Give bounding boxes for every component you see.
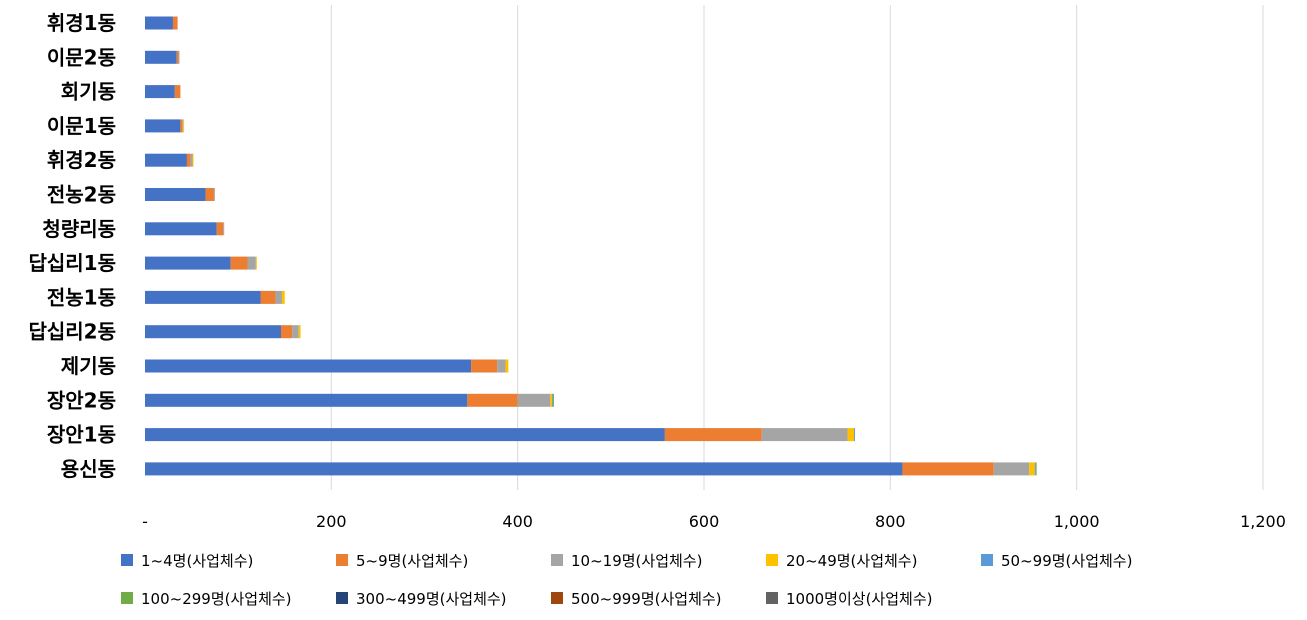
bar-segment	[145, 462, 903, 476]
category-label: 장안2동	[47, 388, 116, 412]
category-label: 제기동	[61, 354, 116, 378]
legend-swatch	[551, 592, 563, 604]
bar-segment	[145, 153, 187, 167]
bar-segment	[298, 325, 301, 339]
bar-segment	[145, 428, 665, 442]
bar-segment	[176, 50, 179, 64]
bar-segment	[281, 325, 293, 339]
x-tick-label: 800	[875, 512, 906, 531]
category-label: 전농2동	[47, 183, 116, 207]
bar-segment	[190, 153, 193, 167]
bar-segment	[761, 428, 848, 442]
bar-segment	[145, 50, 177, 64]
bar-segment	[145, 393, 468, 407]
bar-segment	[550, 393, 553, 407]
category-label: 회기동	[61, 80, 116, 104]
bar-segment	[471, 359, 498, 373]
legend-label: 500~999명(사업체수)	[571, 590, 722, 608]
legend-label: 5~9명(사업체수)	[356, 552, 468, 570]
legend-label: 10~19명(사업체수)	[571, 552, 702, 570]
x-tick-label: 1,000	[1054, 512, 1100, 531]
legend-swatch	[336, 554, 348, 566]
category-label: 휘경1동	[47, 11, 116, 35]
bar-segment	[145, 222, 217, 236]
bar-segment	[145, 16, 173, 30]
legend: 1~4명(사업체수) 5~9명(사업체수) 10~19명(사업체수) 20~49명(사…	[121, 552, 1132, 608]
bar-segment	[853, 428, 855, 442]
bar-segment	[467, 393, 518, 407]
bar-segment	[145, 85, 175, 99]
bar-segment	[192, 153, 194, 167]
category-label: 이문2동	[47, 45, 116, 69]
legend-label: 50~99명(사업체수)	[1001, 552, 1132, 570]
bar-segment	[145, 290, 261, 304]
bar-segment	[847, 428, 854, 442]
legend-label: 300~499명(사업체수)	[356, 590, 507, 608]
bar-segment	[145, 119, 181, 133]
bar-segment	[182, 119, 184, 133]
bar-segment	[247, 256, 256, 270]
bar-segment	[230, 256, 248, 270]
legend-swatch	[121, 554, 133, 566]
category-label: 답십리2동	[28, 320, 116, 344]
legend-label: 20~49명(사업체수)	[786, 552, 917, 570]
bar-segment	[223, 222, 225, 236]
bar-segment	[553, 393, 555, 407]
bar-segment	[180, 119, 183, 133]
legend-swatch	[981, 554, 993, 566]
category-label: 전농1동	[47, 285, 116, 309]
bar-segment	[145, 359, 472, 373]
bar-segment	[1034, 462, 1036, 476]
bar-segment	[517, 393, 551, 407]
bar-segment	[186, 153, 191, 167]
grid-layer	[330, 5, 1264, 490]
category-label: 휘경2동	[47, 148, 116, 172]
x-tick-label: 600	[689, 512, 720, 531]
category-label: 용신동	[61, 457, 116, 481]
legend-swatch	[766, 554, 778, 566]
bar-segment	[260, 290, 276, 304]
bar-segment	[145, 188, 206, 201]
x-tick-label: -	[142, 512, 148, 531]
category-label: 청량리동	[42, 217, 116, 241]
legend-label: 1~4명(사업체수)	[141, 552, 253, 570]
bar-segment	[174, 85, 181, 99]
bar-segment	[255, 256, 257, 270]
x-tick-labels: - 200 400 600 800 1,000 1,200	[142, 512, 1286, 531]
bar-segment	[1035, 462, 1037, 476]
x-tick-label: 1,200	[1240, 512, 1286, 531]
bar-segment	[172, 16, 178, 30]
category-label: 장안1동	[47, 423, 116, 447]
bar-segment	[145, 256, 231, 270]
bar-segment	[993, 462, 1030, 476]
category-labels: 휘경1동이문2동회기동이문1동휘경2동전농2동청량리동답십리1동전농1동답십리2…	[28, 11, 116, 481]
bar-segment	[497, 359, 506, 373]
bar-segment	[145, 325, 282, 339]
legend-swatch	[121, 592, 133, 604]
bar-segment	[183, 119, 185, 133]
bar-segment	[1029, 462, 1035, 476]
bar-segment	[178, 50, 180, 64]
bar-segment	[205, 188, 214, 201]
bars-layer	[145, 16, 1037, 476]
bar-segment	[216, 222, 224, 236]
legend-swatch	[551, 554, 563, 566]
bar-segment	[275, 290, 282, 304]
x-tick-label: 200	[316, 512, 347, 531]
legend-swatch	[336, 592, 348, 604]
bar-segment	[213, 188, 215, 201]
category-label: 답십리1동	[28, 251, 116, 275]
legend-label: 100~299명(사업체수)	[141, 590, 292, 608]
legend-swatch	[766, 592, 778, 604]
bar-segment	[902, 462, 994, 476]
bar-segment	[505, 359, 509, 373]
x-tick-label: 400	[502, 512, 533, 531]
bar-segment	[552, 393, 554, 407]
bar-segment	[281, 290, 285, 304]
bar-segment	[664, 428, 762, 442]
bar-segment	[292, 325, 299, 339]
category-label: 이문1동	[47, 114, 116, 138]
legend-label: 1000명이상(사업체수)	[786, 590, 932, 608]
